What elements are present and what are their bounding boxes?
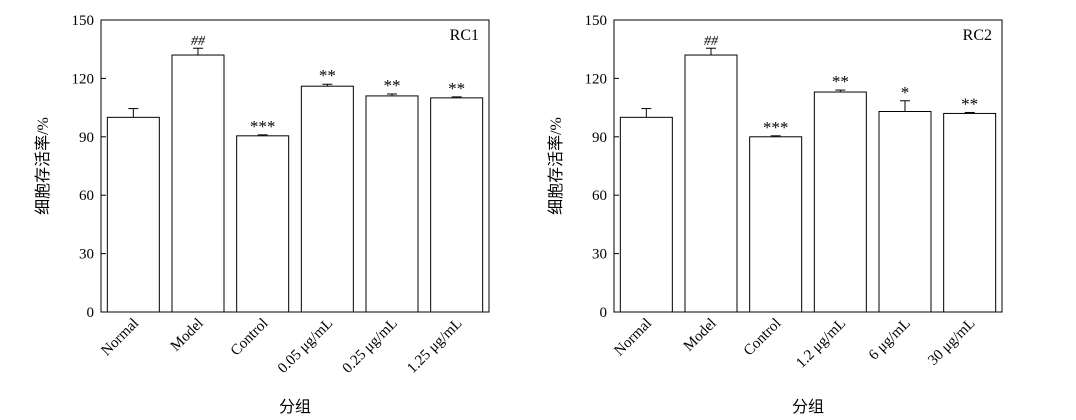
chart-panel-1: 0 30 60 90 120 150 细胞存活率/% RC1 Normal ## Model *** C… bbox=[34, 13, 490, 416]
significance-mark: ** bbox=[961, 94, 978, 113]
panel-annotation: RC1 bbox=[450, 27, 479, 44]
x-axis-label: 分组 bbox=[279, 398, 311, 416]
bar bbox=[300, 85, 354, 313]
bar bbox=[943, 112, 997, 313]
y-tick-label: 30 bbox=[79, 247, 94, 263]
bar bbox=[813, 91, 867, 313]
significance-mark: *** bbox=[763, 118, 789, 137]
x-tick-label: 30 μg/mL bbox=[925, 316, 978, 369]
significance-mark: ** bbox=[319, 66, 336, 85]
y-tick-label: 150 bbox=[72, 13, 95, 29]
significance-mark: ## bbox=[191, 34, 206, 49]
bar bbox=[878, 110, 932, 313]
y-tick-label: 30 bbox=[592, 247, 607, 263]
panel-annotation: RC2 bbox=[963, 27, 992, 44]
y-tick-label: 90 bbox=[79, 130, 94, 146]
y-tick-label: 60 bbox=[592, 188, 607, 204]
x-tick-label: Control bbox=[228, 316, 272, 360]
bar bbox=[749, 136, 803, 313]
y-tick-label: 120 bbox=[72, 71, 95, 87]
significance-mark: ## bbox=[704, 34, 719, 49]
x-axis-label: 分组 bbox=[792, 398, 824, 416]
x-tick-label: Normal bbox=[611, 316, 655, 360]
bar bbox=[236, 135, 290, 313]
bar bbox=[106, 116, 160, 313]
y-axis-label: 细胞存活率/% bbox=[547, 117, 565, 215]
x-tick-label: 6 μg/mL bbox=[866, 316, 914, 364]
y-axis-label: 细胞存活率/% bbox=[34, 117, 52, 215]
significance-mark: * bbox=[901, 83, 910, 102]
bar bbox=[365, 95, 419, 313]
bar bbox=[430, 97, 484, 313]
x-tick-label: 0.05 μg/mL bbox=[275, 316, 336, 377]
y-tick-label: 120 bbox=[585, 71, 608, 87]
significance-mark: ** bbox=[832, 72, 849, 91]
x-tick-label: Model bbox=[168, 316, 207, 355]
x-tick-label: Normal bbox=[98, 316, 142, 360]
y-tick-label: 150 bbox=[585, 13, 608, 29]
significance-mark: ** bbox=[448, 79, 465, 98]
x-tick-label: 1.25 μg/mL bbox=[404, 316, 465, 377]
y-tick-label: 90 bbox=[592, 130, 607, 146]
chart-panel-2: 0306090120150细胞存活率/%RC2Normal##Model***C… bbox=[547, 13, 1003, 416]
plot-frame bbox=[100, 19, 490, 313]
plot-frame bbox=[613, 19, 1003, 313]
y-tick-label: 0 bbox=[87, 305, 95, 321]
x-tick-label: 1.2 μg/mL bbox=[793, 316, 849, 372]
x-tick-label: Model bbox=[681, 316, 720, 355]
bar bbox=[619, 116, 673, 313]
bar bbox=[171, 54, 225, 313]
significance-mark: *** bbox=[250, 117, 276, 136]
y-tick-label: 60 bbox=[79, 188, 94, 204]
x-tick-label: Control bbox=[741, 316, 785, 360]
significance-mark: ** bbox=[384, 76, 401, 95]
y-tick-label: 0 bbox=[600, 305, 608, 321]
x-tick-label: 0.25 μg/mL bbox=[340, 316, 401, 377]
bar bbox=[684, 54, 738, 313]
